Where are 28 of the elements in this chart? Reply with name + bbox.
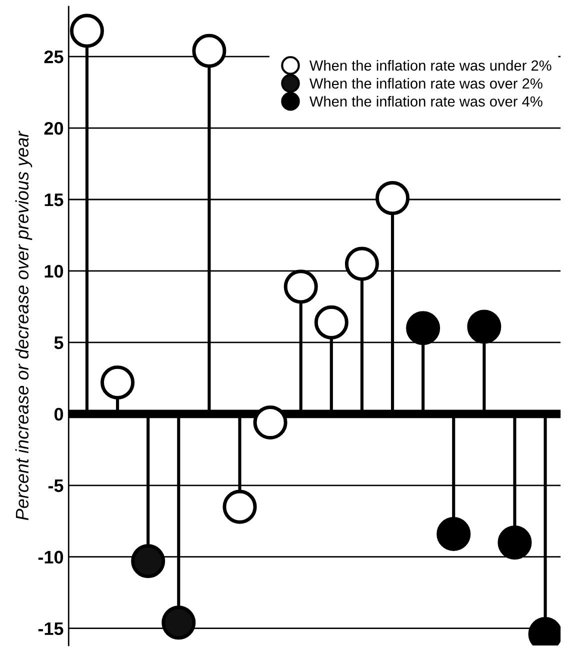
point [284, 270, 318, 304]
point [314, 305, 348, 340]
point [253, 405, 288, 440]
legend-label: When the inflation rate was over 2% [310, 78, 542, 89]
point [70, 14, 104, 48]
point [192, 34, 226, 68]
point [222, 490, 257, 524]
point [376, 181, 410, 216]
y-tick-label: 25 [44, 50, 64, 64]
point [344, 246, 379, 281]
point [100, 365, 135, 400]
point [436, 516, 471, 551]
point [162, 606, 196, 640]
legend-label: When the inflation rate was over 4% [310, 96, 542, 107]
y-tick-label: 20 [44, 122, 64, 135]
point [498, 526, 532, 560]
y-tick-label: 0 [54, 408, 64, 421]
point [467, 310, 502, 344]
y-tick-label: 15 [44, 194, 64, 206]
y-tick-label: 10 [44, 264, 64, 278]
point [131, 544, 166, 578]
legend-label: When the inflation rate was under 2% [310, 60, 552, 71]
y-axis-title: Percent increase or decrease over previous year [15, 130, 32, 520]
y-tick-label: -5 [48, 480, 64, 492]
point [406, 311, 440, 346]
y-tick-label: -10 [38, 550, 64, 564]
y-tick-label: -15 [38, 622, 64, 636]
y-tick-label: 5 [54, 336, 64, 350]
